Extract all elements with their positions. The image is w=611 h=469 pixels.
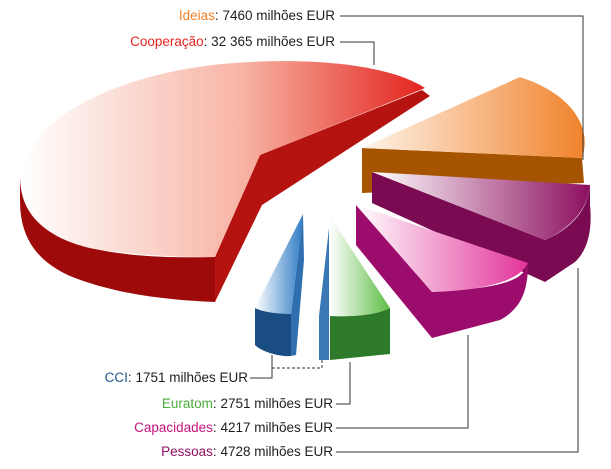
label-capacidades: Capacidades: 4217 milhões EUR [134, 420, 333, 435]
slice-pessoas [372, 172, 591, 282]
label-cooperacao-name: Cooperação [130, 34, 204, 49]
label-capacidades-name: Capacidades [134, 420, 213, 435]
label-cooperacao-value: 32 365 milhões EUR [211, 34, 335, 49]
label-cooperacao: Cooperação: 32 365 milhões EUR [130, 34, 335, 49]
slice-cooperacao [20, 61, 430, 302]
leader-ideias [340, 15, 584, 160]
leader-euratom [336, 362, 351, 405]
leader-cci-dash [272, 358, 323, 369]
leader-cci [250, 355, 273, 379]
slice-cci-ghost [319, 228, 329, 360]
leader-lines [250, 15, 584, 453]
slice-capacidades [356, 205, 528, 338]
label-euratom-name: Euratom [161, 396, 213, 411]
leader-capacidades [336, 335, 469, 429]
slice-cooperacao-wall [215, 90, 430, 302]
label-capacidades-value: 4217 milhões EUR [220, 420, 333, 435]
slice-euratom-side [330, 308, 390, 360]
label-pessoas-name: Pessoas [161, 444, 213, 459]
label-ideias-name: Ideias [178, 8, 215, 23]
leader-cooperacao [340, 41, 375, 65]
slice-pessoas-side [372, 172, 591, 282]
label-cci-name: CCI [104, 370, 128, 385]
slice-capacidades-top [356, 205, 528, 292]
label-euratom-value: 2751 milhões EUR [220, 396, 333, 411]
slice-ideias-top [362, 77, 585, 158]
slice-cci-top [255, 214, 303, 314]
label-cci-value: 1751 milhões EUR [135, 370, 248, 385]
slice-euratom [330, 218, 390, 360]
slice-euratom-top [330, 218, 390, 317]
label-pessoas: Pessoas: 4728 milhões EUR [161, 444, 333, 459]
label-ideias: Ideias: 7460 milhões EUR [178, 8, 335, 23]
label-cci: CCI: 1751 milhões EUR [104, 370, 248, 385]
leader-pessoas [336, 268, 579, 453]
label-euratom: Euratom: 2751 milhões EUR [161, 396, 333, 411]
label-ideias-value: 7460 milhões EUR [222, 8, 335, 23]
slice-cci-side [255, 308, 291, 357]
slice-cci-wall [291, 214, 304, 356]
slice-cooperacao-top [21, 61, 426, 257]
slice-cci [255, 214, 329, 360]
slice-capacidades-side [356, 205, 528, 338]
slice-cooperacao-side [20, 175, 215, 302]
label-pessoas-value: 4728 milhões EUR [220, 444, 333, 459]
slice-pessoas-top [372, 172, 590, 240]
